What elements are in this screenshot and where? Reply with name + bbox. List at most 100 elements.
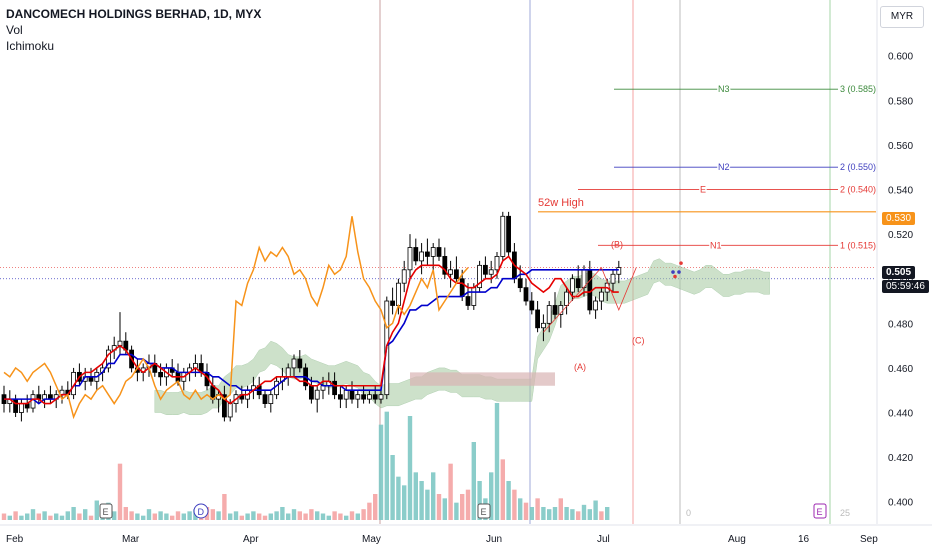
candle-body [442, 256, 448, 275]
volume-bar [361, 509, 366, 520]
candle-body [552, 305, 558, 315]
wave-b-label: (B) [611, 240, 623, 250]
volume-bar [593, 500, 598, 520]
wave-c-label: (C) [632, 335, 645, 345]
bottom-label: 0 [686, 508, 691, 518]
volume-bar [170, 515, 175, 520]
fib-level-value: 2 (0.550) [840, 162, 876, 172]
time-tick: Apr [243, 534, 259, 545]
candle-body [337, 394, 343, 400]
event-label: D [198, 507, 205, 517]
high-price-tag: 0.530 [882, 212, 916, 225]
volume-bar [465, 489, 471, 520]
signal-dot [673, 274, 677, 279]
volume-bar [477, 481, 482, 520]
candle-body [610, 273, 616, 284]
price-tick: 0.400 [888, 498, 913, 509]
price-tick: 0.520 [888, 230, 913, 241]
volume-bar [1, 513, 7, 520]
volume-bar [587, 509, 592, 520]
signal-dot [679, 261, 683, 265]
candle-body [471, 287, 477, 306]
candle-body [436, 247, 442, 257]
candle-body [424, 251, 430, 257]
bottom-label: 25 [840, 508, 850, 518]
candle-body [419, 251, 425, 262]
candle-body [343, 389, 349, 400]
wave-path [543, 266, 637, 333]
volume-bar [303, 513, 308, 520]
volume-bar [384, 411, 389, 520]
candle-body [297, 358, 303, 369]
fib-level-name: E [700, 185, 706, 195]
candle-body [453, 269, 459, 280]
volume-bar [19, 515, 24, 520]
volume-bar [332, 511, 337, 520]
time-tick: Feb [6, 534, 24, 545]
symbol-title[interactable]: DANCOMECH HOLDINGS BERHAD, 1D, MYX [6, 7, 262, 21]
volume-bar [83, 509, 88, 520]
candle-body [430, 247, 436, 257]
price-tick: 0.460 [888, 364, 913, 375]
candle-body [541, 322, 546, 329]
price-tick: 0.540 [888, 186, 913, 197]
candle-body [564, 291, 569, 306]
volume-bar [152, 513, 157, 520]
volume-bar [77, 513, 82, 520]
volume-bar [541, 507, 546, 520]
time-tick: Aug [728, 534, 746, 545]
volume-bar [367, 502, 372, 520]
volume-bar [558, 498, 563, 520]
candle-body [494, 256, 500, 271]
candle-body [465, 296, 471, 306]
tenkan-line [4, 269, 619, 405]
earnings-badge [477, 503, 491, 519]
chart-legend: DANCOMECH HOLDINGS BERHAD, 1D, MYX Vol I… [6, 6, 261, 54]
volume-bar [402, 485, 407, 520]
volume-bar [552, 507, 558, 520]
volume-bar [523, 502, 529, 520]
last-price-tag: 0.505 [882, 266, 916, 279]
volume-bar [71, 507, 76, 520]
volume-bar [245, 513, 250, 520]
candle-body [262, 394, 268, 404]
volume-bar [349, 511, 355, 520]
volume-bar [407, 416, 413, 520]
candle-body [517, 278, 523, 289]
cloud-band [154, 258, 770, 415]
vol-legend[interactable]: Vol [6, 23, 23, 37]
candle-body [407, 247, 413, 271]
candle-body [378, 394, 384, 400]
candle-body [546, 305, 552, 324]
candle-body [535, 309, 540, 329]
chikou-line [3, 216, 469, 420]
volume-bar [460, 494, 465, 520]
currency-button[interactable]: MYR [880, 6, 924, 28]
volume-bar [274, 511, 279, 520]
candle-body [13, 398, 19, 413]
signal-dot [671, 270, 675, 274]
volume-bar [175, 511, 181, 520]
volume-bar [117, 463, 123, 520]
fib-level-name: N1 [710, 240, 722, 250]
volume-bar [576, 511, 581, 520]
volume-bar [216, 511, 221, 520]
volume-bar [187, 511, 192, 520]
candle-body [366, 394, 372, 400]
volume-bar [471, 442, 476, 520]
fib-level-value: 3 (0.585) [840, 84, 876, 94]
volume-bar [164, 513, 169, 520]
candle-body [268, 394, 274, 404]
annotations: 52w High N3 3 (0.585) N2 2 (0.550) E 2 (0.540)… [99, 83, 876, 519]
volume-bar [54, 513, 59, 520]
candle-body [523, 287, 529, 302]
volume-bar [65, 511, 70, 520]
price-tick: 0.420 [888, 453, 913, 464]
ichimoku-legend[interactable]: Ichimoku [6, 39, 55, 53]
candle-body [477, 264, 483, 289]
volume-bar [251, 511, 256, 520]
volume-bar [500, 459, 505, 520]
volume-bar [413, 472, 418, 520]
volume-bar [123, 507, 128, 520]
